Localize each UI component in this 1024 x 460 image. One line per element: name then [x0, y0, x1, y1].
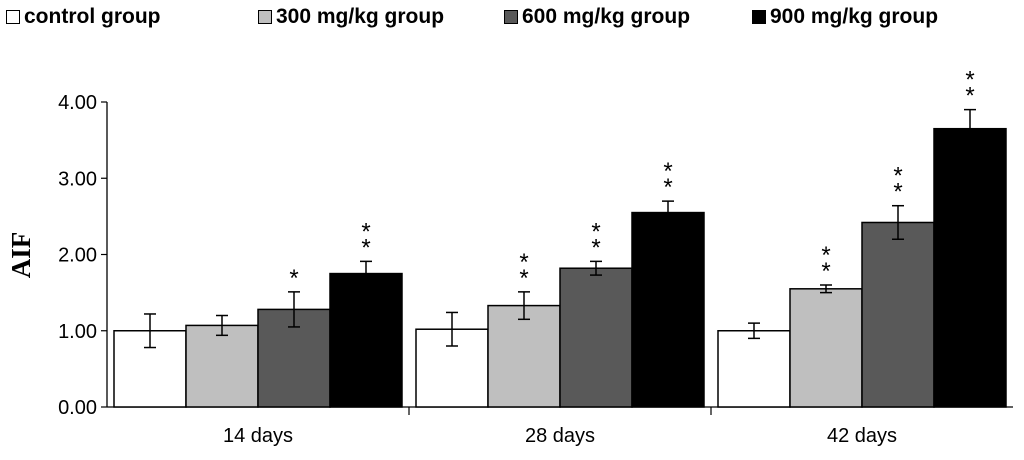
bar [717, 330, 791, 408]
x-tick-label: 42 days [827, 425, 897, 447]
significance-label: * [663, 174, 672, 201]
significance-label: * [361, 218, 370, 245]
legend-item-300: 300 mg/kg group [258, 2, 444, 32]
y-tick-label: 4.00 [58, 92, 97, 114]
significance-label: * [965, 83, 974, 110]
significance-label: * [519, 265, 528, 292]
significance-label: * [519, 249, 528, 276]
legend-swatch-300 [258, 10, 272, 24]
legend-swatch-900 [752, 10, 766, 24]
bar [631, 211, 705, 408]
legend-label-300: 300 mg/kg group [276, 5, 445, 28]
legend-swatch-600 [504, 10, 518, 24]
legend-label-900: 900 mg/kg group [770, 5, 939, 28]
bar [933, 127, 1007, 408]
legend-item-900: 900 mg/kg group [752, 2, 938, 32]
legend-swatch-control [6, 10, 20, 24]
y-tick-label: 0.00 [58, 397, 97, 419]
y-axis-label: AIF [6, 232, 36, 279]
significance-label: * [591, 234, 600, 261]
legend-item-control: control group [6, 2, 160, 32]
x-tick-label: 14 days [223, 425, 293, 447]
significance-label: * [663, 158, 672, 185]
bar [559, 267, 633, 408]
significance-label: * [591, 218, 600, 245]
legend-label-control: control group [24, 5, 161, 28]
significance-label: * [965, 67, 974, 94]
y-tick-label: 1.00 [58, 321, 97, 343]
significance-label: * [893, 163, 902, 190]
significance-label: * [893, 179, 902, 206]
bar [861, 221, 935, 408]
legend: control group 300 mg/kg group 600 mg/kg … [0, 2, 1024, 32]
x-tick-label: 28 days [525, 425, 595, 447]
significance-label: * [821, 258, 830, 285]
y-tick-label: 3.00 [58, 168, 97, 190]
bar [329, 272, 403, 408]
legend-item-600: 600 mg/kg group [504, 2, 690, 32]
bar [789, 288, 863, 408]
significance-label: * [361, 234, 370, 261]
y-tick-label: 2.00 [58, 245, 97, 267]
significance-label: * [821, 242, 830, 269]
bar [487, 304, 561, 408]
bar [185, 324, 259, 408]
legend-label-600: 600 mg/kg group [522, 5, 691, 28]
significance-label: * [289, 265, 298, 292]
